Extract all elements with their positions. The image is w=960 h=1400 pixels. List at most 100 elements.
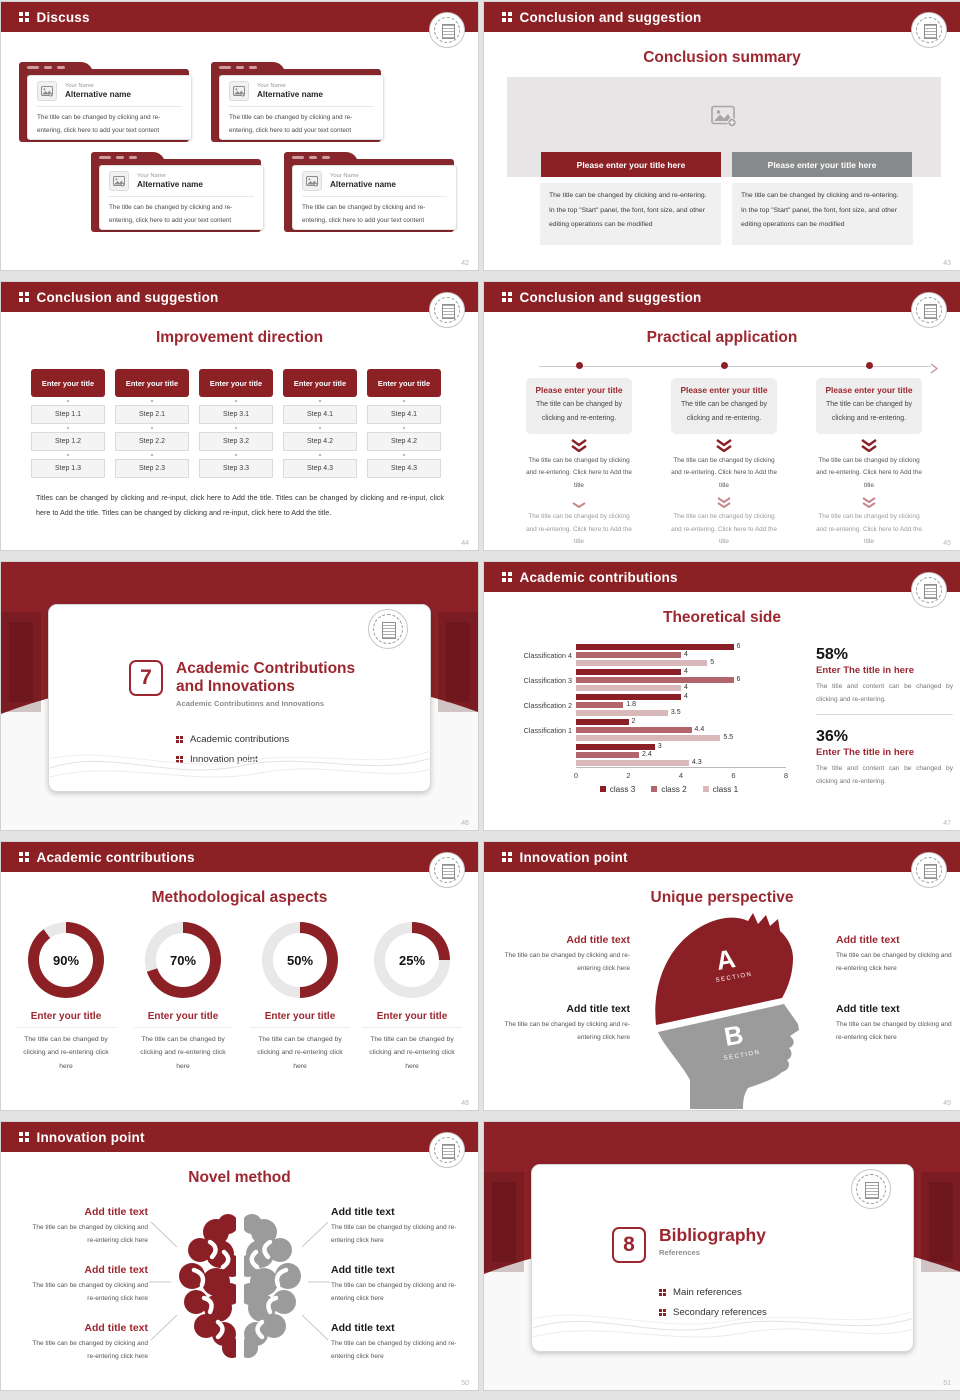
slide-51-section-bibliography[interactable]: 8 Bibliography References Main reference… bbox=[484, 1122, 960, 1390]
section-number-box: 7 bbox=[129, 660, 163, 696]
squares-icon bbox=[19, 1132, 29, 1142]
item-step3-text: The title can be changed by clicking and… bbox=[526, 513, 632, 546]
head-silhouette-graphic: A SECTION B SECTION bbox=[655, 913, 799, 1109]
double-chevron-down-icon bbox=[717, 497, 731, 509]
double-chevron-down-icon bbox=[572, 502, 586, 509]
text-block: Add title text The title can be changed … bbox=[32, 1322, 148, 1360]
folder-card: Your Name Alternative name The title can… bbox=[19, 62, 192, 142]
stat-block: 36% Enter The title in here The title an… bbox=[816, 728, 953, 785]
university-seal-logo bbox=[429, 292, 465, 328]
section-subtitle: Academic Contributions and Innovations bbox=[176, 698, 325, 708]
section-card: 7 Academic Contributions and Innovations… bbox=[48, 604, 431, 792]
donut-stat: 70% Enter your title The title can be ch… bbox=[127, 922, 239, 1073]
title-bar-red: Please enter your title here bbox=[541, 152, 721, 177]
step-column: Enter your title Step 3.1 Step 3.2 Step … bbox=[199, 369, 273, 478]
add-image-icon bbox=[711, 105, 737, 133]
text-block: Add title text The title can be changed … bbox=[504, 934, 630, 972]
page-number: 44 bbox=[461, 540, 469, 547]
donut-chart: 50% bbox=[262, 922, 338, 998]
folder-card: Your Name Alternative name The title can… bbox=[284, 152, 457, 232]
image-placeholder: Please enter your title here Please ente… bbox=[507, 77, 941, 177]
timeline-line bbox=[539, 366, 931, 367]
timeline-item: Please enter your title The title can be… bbox=[816, 378, 922, 549]
section-bullet: Main references bbox=[659, 1287, 767, 1298]
slide-title: Unique perspective bbox=[650, 889, 794, 906]
stat-percentage: 58% bbox=[816, 646, 849, 663]
text-block: Add title text The title can be changed … bbox=[32, 1206, 148, 1244]
double-chevron-down-icon bbox=[862, 497, 876, 509]
slide-header-bar: Conclusion and suggestion bbox=[484, 2, 960, 32]
university-seal-logo bbox=[911, 292, 947, 328]
squares-icon bbox=[659, 1289, 666, 1296]
double-chevron-down-icon bbox=[571, 439, 587, 452]
step-box: Step 1.1 bbox=[31, 405, 105, 424]
donut-stat: 90% Enter your title The title can be ch… bbox=[10, 922, 122, 1073]
timeline-arrow-icon bbox=[930, 361, 939, 379]
item-step2-text: The title can be changed by clicking and… bbox=[526, 457, 632, 489]
step-box: Step 1.2 bbox=[31, 432, 105, 451]
text-block: Add title text The title can be changed … bbox=[32, 1264, 148, 1302]
timeline-item: Please enter your title The title can be… bbox=[671, 378, 777, 549]
slide-48-methodological-aspects[interactable]: Academic contributions Methodological as… bbox=[1, 842, 478, 1110]
slide-50-novel-method[interactable]: Innovation point Novel method bbox=[1, 1122, 478, 1390]
divider bbox=[816, 714, 953, 715]
university-seal-logo bbox=[429, 1132, 465, 1168]
slide-47-theoretical-side[interactable]: Academic contributions Theoretical side … bbox=[484, 562, 960, 830]
timeline-dot bbox=[866, 362, 873, 369]
text-block: Add title text The title can be changed … bbox=[331, 1264, 457, 1302]
step-column: Enter your title Step 4.1 Step 4.2 Step … bbox=[367, 369, 441, 478]
slide-title: Novel method bbox=[188, 1169, 291, 1186]
university-seal-logo bbox=[911, 572, 947, 608]
title-bar-gray: Please enter your title here bbox=[732, 152, 912, 177]
slide-header-title: Discuss bbox=[36, 9, 90, 25]
squares-icon bbox=[176, 736, 183, 743]
item-body: The title can be changed by clicking and… bbox=[535, 401, 622, 422]
double-chevron-down-icon bbox=[861, 439, 877, 452]
page-number: 47 bbox=[943, 820, 951, 827]
text-block: Add title text The title can be changed … bbox=[331, 1206, 457, 1244]
slide-header-bar: Academic contributions bbox=[484, 562, 960, 592]
text-block: Add title text The title can be changed … bbox=[331, 1322, 457, 1360]
slide-42-discuss[interactable]: Discuss Your Name Alternative name The t… bbox=[1, 2, 478, 270]
chart-category-labels: Classification 4 Classification 3 Classifi… bbox=[523, 651, 572, 735]
stat-body: The title and content can be changed by … bbox=[816, 683, 953, 703]
slide-43-conclusion-summary[interactable]: Conclusion and suggestion Conclusion sum… bbox=[484, 2, 960, 270]
university-seal-logo bbox=[911, 852, 947, 888]
university-seal-logo bbox=[368, 609, 408, 649]
squares-icon bbox=[19, 292, 29, 302]
slide-header-bar: Conclusion and suggestion bbox=[1, 282, 478, 312]
page-number: 43 bbox=[943, 260, 951, 267]
text-block: Add title text The title can be changed … bbox=[836, 934, 952, 972]
donut-chart: 25% bbox=[374, 922, 450, 998]
wave-decoration bbox=[533, 1310, 914, 1338]
section-b-label: B bbox=[722, 1019, 746, 1052]
slide-title: Methodological aspects bbox=[151, 889, 328, 906]
slide-title: Theoretical side bbox=[662, 609, 781, 626]
slide-45-practical-application[interactable]: Conclusion and suggestion Practical appl… bbox=[484, 282, 960, 550]
squares-icon bbox=[19, 12, 29, 22]
bar-chart-plot: 6 4 5 4 6 4 4 1.8 3.5 2 4.4 5.5 3 2.4 4.3 bbox=[576, 643, 786, 768]
page-number: 49 bbox=[943, 1100, 951, 1107]
university-seal-logo bbox=[429, 852, 465, 888]
donut-stat: 50% Enter your title The title can be ch… bbox=[244, 922, 356, 1073]
section-bullet: Secondary references bbox=[659, 1307, 767, 1318]
slide-header-bar: Innovation point bbox=[1, 1122, 478, 1152]
slide-title: Improvement direction bbox=[155, 329, 324, 346]
slide-49-unique-perspective[interactable]: Innovation point Unique perspective A SE… bbox=[484, 842, 960, 1110]
connector-lines bbox=[149, 1221, 330, 1341]
page-number: 46 bbox=[461, 820, 469, 827]
university-seal-logo bbox=[911, 12, 947, 48]
section-a-label: A bbox=[714, 943, 738, 976]
card-name-label: Your Name bbox=[65, 82, 94, 89]
slide-44-improvement-direction[interactable]: Conclusion and suggestion Improvement di… bbox=[1, 282, 478, 550]
squares-icon bbox=[502, 572, 512, 582]
step-column: Enter your title Step 2.1 Step 2.2 Step … bbox=[115, 369, 189, 478]
chart-legend: class 3 class 2 class 1 bbox=[534, 785, 804, 794]
footer-note: Titles can be changed by clicking and re… bbox=[36, 493, 444, 518]
image-placeholder-icon bbox=[109, 171, 129, 191]
squares-icon bbox=[502, 292, 512, 302]
slide-46-section-academic-contributions[interactable]: 7 Academic Contributions and Innovations… bbox=[1, 562, 478, 830]
squares-icon bbox=[502, 12, 512, 22]
